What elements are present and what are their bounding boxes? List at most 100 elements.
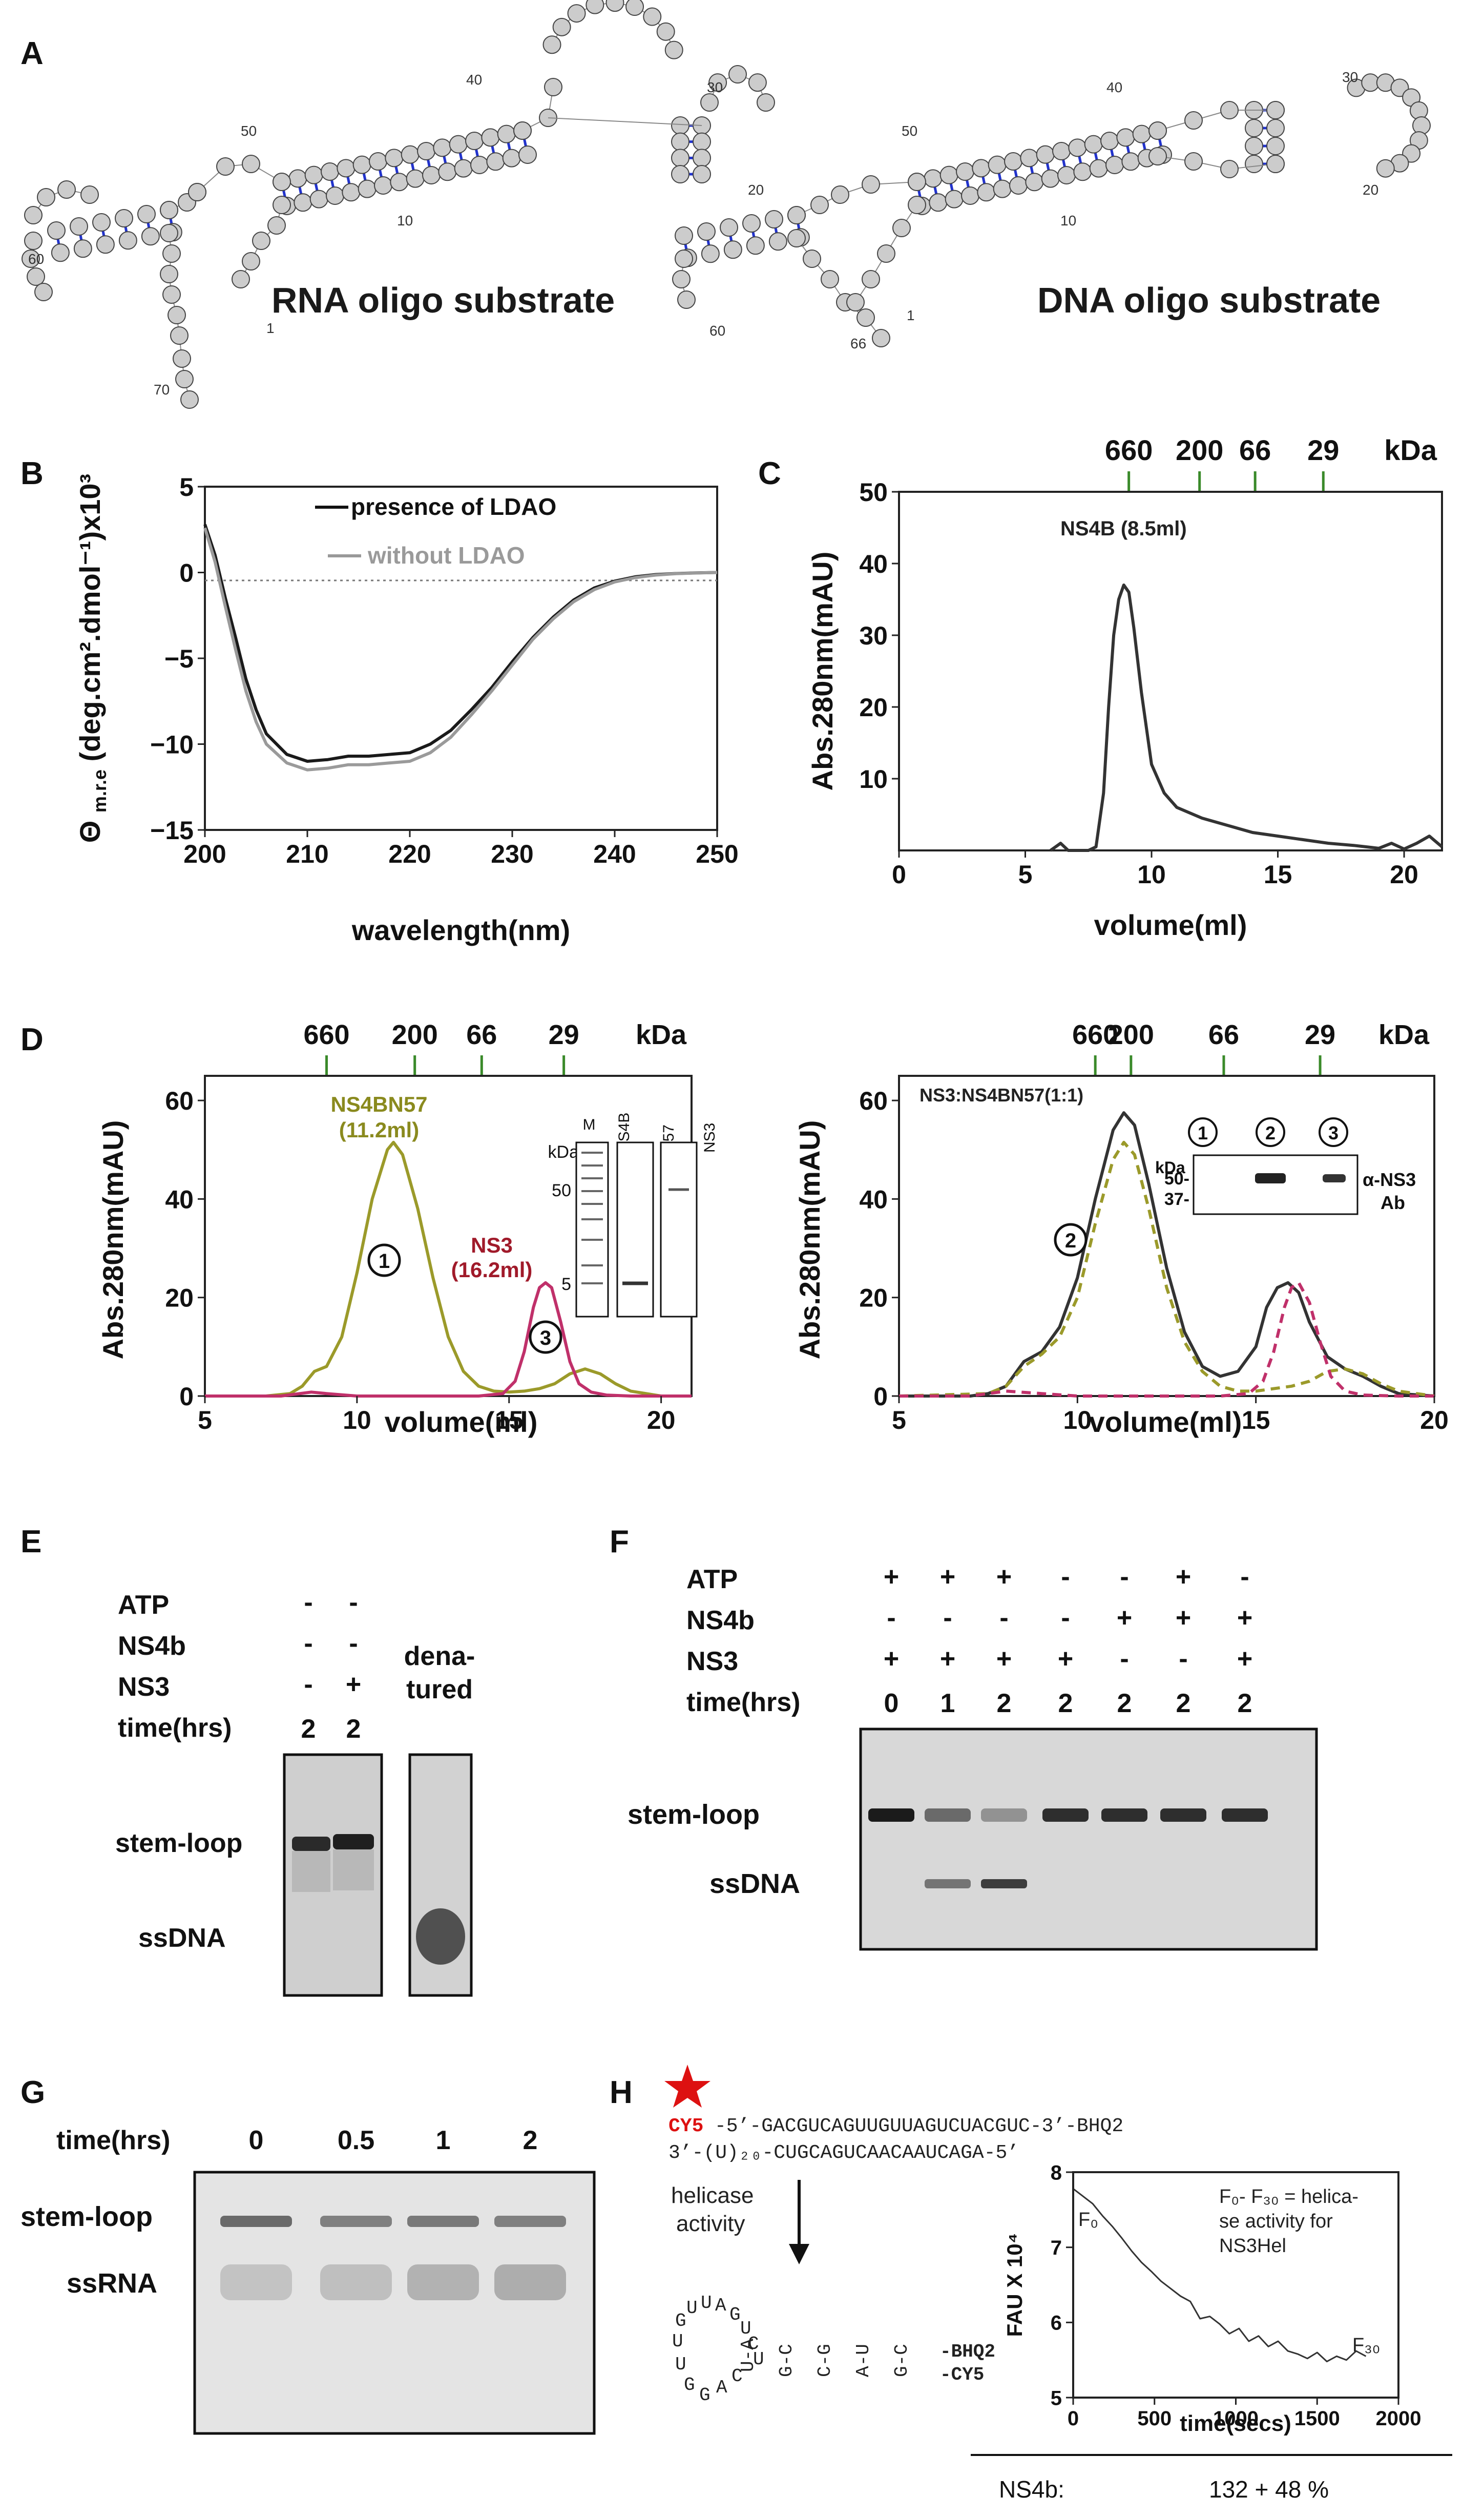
- c-xlabel: volume(ml): [1094, 909, 1247, 941]
- y-tick-label: 50: [859, 478, 888, 507]
- f-ssdna-band: [925, 1879, 971, 1888]
- nucleotide: [24, 206, 43, 224]
- h-hairpin-tail-base: C: [731, 2366, 743, 2387]
- nucleotide: [787, 206, 806, 224]
- nucleotide: [757, 93, 775, 112]
- nucleotide: [700, 93, 719, 112]
- nucleotide: [1121, 152, 1140, 171]
- dl-inset-marker-lane: [575, 1141, 609, 1318]
- nucleotide: [401, 145, 420, 164]
- h-ylabel: FAU X 10⁴: [1002, 2233, 1027, 2337]
- svg-text:1: 1: [1198, 1122, 1208, 1143]
- nucleotide: [908, 196, 926, 214]
- h-hairpin-tail-base: U: [675, 2354, 686, 2375]
- nucleotide: [872, 329, 890, 347]
- legend-ldao: presence of LDAO: [351, 493, 556, 520]
- f-lane-symbol: +: [1058, 1644, 1073, 1674]
- f-row-ns4b: NS4b: [686, 1606, 755, 1635]
- f-lane-symbol: -: [1240, 1562, 1249, 1592]
- nucleotide: [1245, 155, 1263, 173]
- nucleotide: [160, 265, 178, 283]
- g-band-stem-loop: stem-loop: [20, 2201, 153, 2232]
- h-cy5-tag: -CY5: [940, 2364, 984, 2385]
- h-cy5-label: CY5: [668, 2115, 703, 2137]
- e-band-ssdna: ssDNA: [138, 1923, 226, 1953]
- nucleotide: [27, 267, 45, 286]
- e-gel1-band-lane1: [292, 1837, 330, 1851]
- f-row-time: time(hrs): [686, 1688, 800, 1717]
- x-tick-label: 10: [1137, 860, 1166, 889]
- c-peak-annotation: NS4B (8.5ml): [1060, 517, 1187, 540]
- nucleotide: [856, 308, 875, 327]
- x-tick-label: 250: [696, 840, 738, 868]
- legend-no-ldao: without LDAO: [367, 542, 525, 569]
- nucleotide: [1073, 162, 1092, 181]
- e-row-ns4b: NS4b: [118, 1631, 186, 1661]
- c-plot-frame: [898, 491, 1443, 851]
- nucleotide: [1100, 132, 1119, 150]
- h-hairpin-pair: U-A: [738, 2339, 759, 2372]
- svg-text:2: 2: [346, 1714, 361, 1744]
- nucleotide: [325, 186, 344, 205]
- nucleotide: [664, 40, 683, 59]
- nucleotide: [390, 173, 409, 192]
- nucleotide: [1376, 159, 1395, 178]
- svg-text:-: -: [304, 1629, 312, 1658]
- nucleotide-number: 60: [28, 251, 44, 267]
- f-lane-symbol: -: [943, 1603, 952, 1633]
- h-fluorescence-chart: 0 500 1000 1500 2000 8 7 6 5: [1051, 2161, 1422, 2430]
- nucleotide: [671, 165, 689, 183]
- nucleotide: [1084, 135, 1103, 154]
- h-hairpin-pair: C-G: [814, 2344, 835, 2377]
- c-ylabel: Abs.280nm(mAU): [806, 552, 839, 791]
- panel-d-label: D: [20, 1022, 44, 1057]
- nucleotide: [693, 165, 711, 183]
- h-xlabel: time(secs): [1180, 2411, 1291, 2436]
- h-annot-1: F₀- F₃₀ = helica-: [1219, 2186, 1358, 2208]
- nucleotide: [765, 210, 783, 228]
- dl-peak-marker-3: 3: [529, 1320, 562, 1354]
- mw-marker-label: 200: [392, 1019, 438, 1050]
- nucleotide: [542, 35, 561, 54]
- dr-inset-lane-2: 2: [1256, 1117, 1285, 1147]
- series-line-0: [205, 1140, 692, 1398]
- x-tick-label: 5: [1018, 860, 1033, 889]
- c-curves: [1050, 584, 1443, 852]
- nucleotide: [672, 270, 691, 288]
- nucleotide: [518, 145, 537, 164]
- dl-inset-ns3-lane: [660, 1141, 698, 1318]
- e-row-atp: ATP: [118, 1590, 169, 1620]
- dna-oligo-title: DNA oligo substrate: [1037, 280, 1381, 320]
- nucleotide: [567, 4, 586, 23]
- nucleotide-number: 1: [907, 307, 915, 323]
- svg-text:-: -: [349, 1588, 358, 1617]
- h-bhq2-tag: -BHQ2: [940, 2341, 995, 2362]
- cd-axes: 200 210 220 230 240 250 5 0 −5 −10 −15: [150, 473, 739, 868]
- nucleotide: [803, 249, 821, 268]
- nucleotide-number: 40: [1106, 79, 1122, 95]
- panel-a: A 1 10 20 30 40 50 60 70 1 10 20 30 40 50 60 66 RNA ol…: [20, 0, 1431, 409]
- y-tick-label: 20: [859, 693, 888, 722]
- nucleotide: [24, 232, 43, 250]
- panel-g: G time(hrs) 0 0.5 1 2 stem-loop ssRNA: [20, 2075, 596, 2435]
- nucleotide: [433, 138, 452, 157]
- f-stem-loop-band: [1160, 1808, 1206, 1822]
- h-hairpin-pair: A-U: [853, 2344, 874, 2377]
- e-gel1-band-lane2: [333, 1834, 374, 1849]
- panel-a-label: A: [20, 36, 44, 71]
- dl-inset-lane-ns3: NS3: [701, 1123, 718, 1153]
- h-hairpin-loop-base: G: [729, 2304, 741, 2325]
- h-hairpin-loop-base: U: [740, 2318, 751, 2339]
- svg-text:3: 3: [1328, 1122, 1339, 1143]
- f-lane-symbol: -: [1179, 1644, 1187, 1674]
- nucleotide: [625, 0, 644, 16]
- f-lane-symbol: +: [1237, 1644, 1252, 1674]
- nucleotide-number: 10: [1060, 213, 1076, 228]
- y-tick-label: 20: [859, 1284, 888, 1313]
- x-tick-label: 200: [183, 840, 226, 868]
- nucleotide: [787, 229, 806, 247]
- h-annot-2: se activity for: [1219, 2211, 1333, 2232]
- nucleotide-number: 30: [1342, 69, 1358, 85]
